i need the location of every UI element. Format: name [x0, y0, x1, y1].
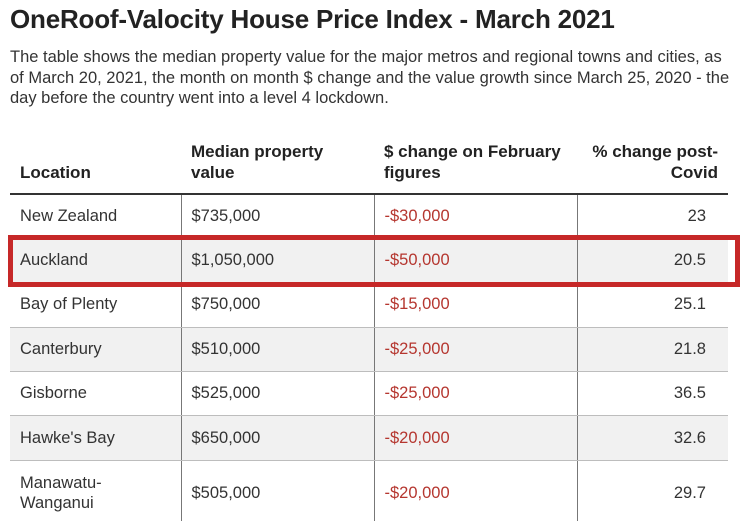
cell-dollar-change: -$25,000 — [373, 327, 577, 373]
header-location: Location — [10, 140, 181, 195]
header-median-value: Median property value — [181, 140, 374, 195]
cell-median-value: $505,000 — [180, 460, 374, 521]
header-dollar-change: $ change on February figures — [374, 140, 577, 195]
cell-percent-change: 25.1 — [576, 282, 728, 328]
cell-location: Auckland — [10, 238, 181, 284]
cell-percent-change: 36.5 — [576, 371, 728, 417]
cell-percent-change: 29.7 — [576, 460, 728, 521]
table-body: New Zealand $735,000 -$30,000 23 Aucklan… — [10, 194, 728, 521]
cell-percent-change: 23 — [576, 194, 728, 239]
cell-location: Bay of Plenty — [10, 282, 181, 328]
cell-location: Hawke's Bay — [10, 415, 181, 461]
house-price-table: Location Median property value $ change … — [10, 140, 728, 521]
page-title: OneRoof-Valocity House Price Index - Mar… — [10, 4, 615, 34]
cell-median-value: $510,000 — [180, 327, 374, 373]
cell-median-value: $735,000 — [180, 194, 374, 239]
cell-percent-change: 20.5 — [576, 238, 728, 284]
cell-dollar-change: -$20,000 — [373, 415, 577, 461]
cell-dollar-change: -$30,000 — [373, 194, 577, 239]
table-row: New Zealand $735,000 -$30,000 23 — [10, 194, 728, 239]
cell-median-value: $525,000 — [180, 371, 374, 417]
cell-location: Manawatu-Wanganui — [10, 460, 181, 521]
table-header: Location Median property value $ change … — [10, 140, 728, 195]
cell-location: Gisborne — [10, 371, 181, 417]
table-row: Canterbury $510,000 -$25,000 21.8 — [10, 327, 728, 373]
cell-percent-change: 21.8 — [576, 327, 728, 373]
page-subtitle: The table shows the median property valu… — [10, 48, 730, 107]
cell-percent-change: 32.6 — [576, 415, 728, 461]
table-row: Bay of Plenty $750,000 -$15,000 25.1 — [10, 282, 728, 328]
cell-location: Canterbury — [10, 327, 181, 373]
header-percent-change: % change post-Covid — [577, 140, 728, 195]
table-row-highlighted: Auckland $1,050,000 -$50,000 20.5 — [10, 238, 728, 284]
cell-dollar-change: -$15,000 — [373, 282, 577, 328]
cell-location: New Zealand — [10, 194, 181, 239]
cell-dollar-change: -$50,000 — [373, 238, 577, 284]
cell-median-value: $750,000 — [180, 282, 374, 328]
cell-dollar-change: -$25,000 — [373, 371, 577, 417]
cell-dollar-change: -$20,000 — [373, 460, 577, 521]
table-row: Hawke's Bay $650,000 -$20,000 32.6 — [10, 415, 728, 461]
table-row: Manawatu-Wanganui $505,000 -$20,000 29.7 — [10, 460, 728, 521]
table-row: Gisborne $525,000 -$25,000 36.5 — [10, 371, 728, 417]
cell-median-value: $650,000 — [180, 415, 374, 461]
cell-median-value: $1,050,000 — [180, 238, 374, 284]
